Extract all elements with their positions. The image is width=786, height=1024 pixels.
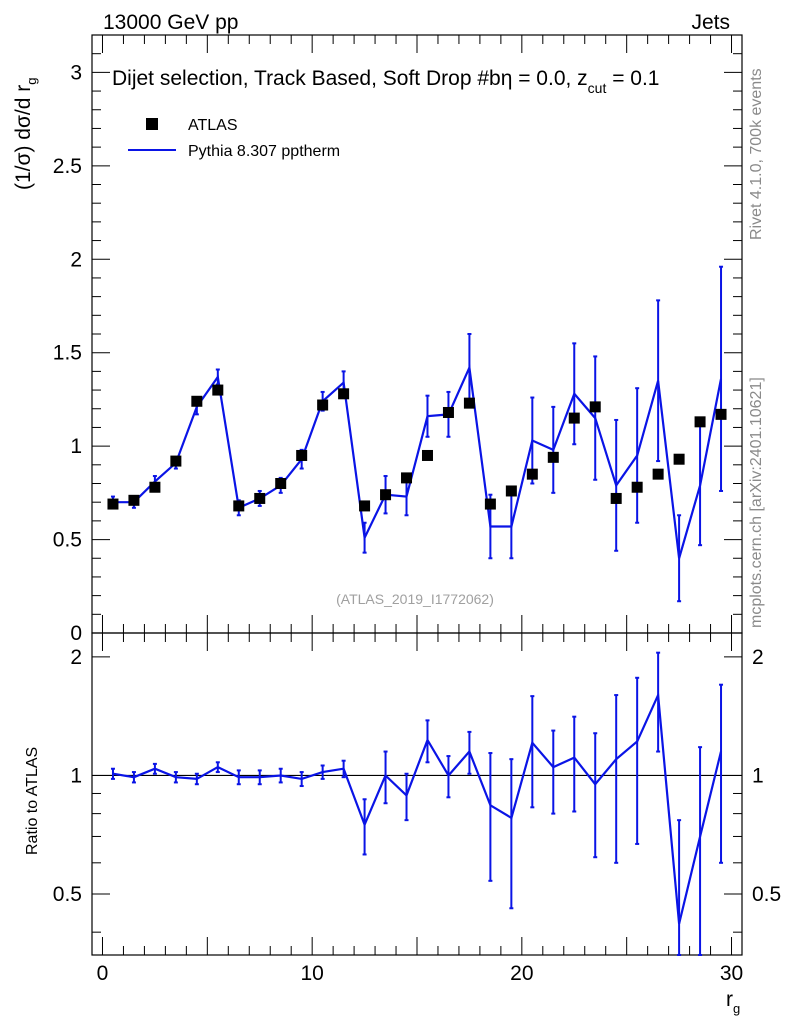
atlas-marker [715, 408, 727, 420]
atlas-marker [652, 468, 664, 480]
x-tick-label: 30 [720, 962, 743, 985]
atlas-marker [380, 489, 392, 501]
main-y-label-sub: g [24, 77, 39, 84]
main-y-label: (1/σ) dσ/d rg [12, 77, 39, 190]
atlas-marker [191, 395, 203, 407]
ratio-x-axis [101, 633, 733, 955]
pythia-line [113, 363, 723, 559]
atlas-marker [233, 500, 245, 512]
mcplots-label: mcplots.cern.ch [arXiv:2401.10621] [748, 377, 765, 628]
atlas-marker [589, 401, 601, 413]
atlas-marker [526, 468, 538, 480]
category-label: Jets [691, 11, 730, 34]
ratio-line [112, 690, 723, 925]
chart-title: Dijet selection, Track Based, Soft Drop … [112, 67, 660, 96]
ratio-y-label: Ratio to ATLAS [24, 747, 41, 855]
atlas-marker [673, 453, 685, 465]
ratio-data-layer [92, 651, 742, 956]
atlas-marker [212, 384, 224, 396]
atlas-marker [401, 472, 413, 484]
ratio-panel-frame [91, 632, 743, 956]
atlas-marker [107, 498, 119, 510]
atlas-marker [128, 494, 140, 506]
main-y-label-text: (1/σ) dσ/d r [12, 85, 35, 190]
atlas-marker [296, 449, 308, 461]
ratio-y-tick-label: 2 [70, 646, 82, 669]
x-label: rg [726, 988, 740, 1016]
main-y-axis: 0 0.5 1 1.5 2 2.5 3 [53, 34, 742, 645]
ratio-y-axis: 0.5 0.5 1 1 2 2 [53, 646, 781, 933]
x-tick-label: 10 [300, 962, 323, 985]
legend-pythia-label: Pythia 8.307 pptherm [188, 143, 340, 160]
main-x-axis [101, 35, 733, 633]
main-data-layer [107, 265, 727, 603]
ratio-y-tick-label: 0.5 [53, 883, 82, 906]
atlas-marker [631, 481, 643, 493]
x-label-text: r [726, 988, 733, 1011]
atlas-marker [254, 492, 266, 504]
ratio-y-tick-label: 1 [70, 764, 82, 787]
atlas-marker [547, 451, 559, 463]
legend-atlas-marker [146, 118, 158, 130]
atlas-marker [463, 397, 475, 409]
ratio-y-tick-label-right: 2 [752, 646, 764, 669]
x-label-sub: g [733, 1001, 740, 1016]
atlas-marker [610, 492, 622, 504]
main-y-tick-label: 1 [70, 435, 82, 458]
title-pre: Dijet selection, Track Based, Soft Drop … [112, 67, 501, 90]
atlas-marker [338, 388, 350, 400]
main-y-tick-label: 0.5 [53, 529, 82, 552]
rivet-label: Rivet 4.1.0, 700k events [748, 68, 765, 240]
atlas-marker [149, 481, 161, 493]
ratio-y-tick-label-right: 1 [752, 764, 764, 787]
main-y-tick-label: 2 [70, 248, 82, 271]
main-y-tick-label: 2.5 [53, 155, 82, 178]
atlas-marker [568, 412, 580, 424]
title-post: = 0.1 [606, 67, 659, 90]
title-mid: η = 0.0, z [501, 67, 588, 90]
atlas-marker [421, 449, 433, 461]
reference-label: (ATLAS_2019_I1772062) [336, 591, 494, 607]
ratio-y-tick-label-right: 0.5 [752, 883, 781, 906]
atlas-marker [484, 498, 496, 510]
atlas-marker [694, 416, 706, 428]
legend-atlas-label: ATLAS [188, 117, 238, 134]
main-y-tick-label: 1.5 [53, 342, 82, 365]
title-sub: cut [588, 80, 607, 96]
x-tick-label: 0 [97, 962, 109, 985]
atlas-marker [505, 485, 517, 497]
main-y-tick-label: 0 [70, 622, 82, 645]
atlas-marker [317, 399, 329, 411]
energy-label: 13000 GeV pp [103, 11, 238, 34]
atlas-marker [359, 500, 371, 512]
x-tick-label: 20 [510, 962, 533, 985]
main-y-tick-label: 3 [70, 61, 82, 84]
atlas-marker [275, 478, 287, 489]
x-tick-labels: 0 10 20 30 [97, 962, 744, 985]
atlas-marker [442, 406, 454, 418]
atlas-marker [170, 455, 182, 467]
